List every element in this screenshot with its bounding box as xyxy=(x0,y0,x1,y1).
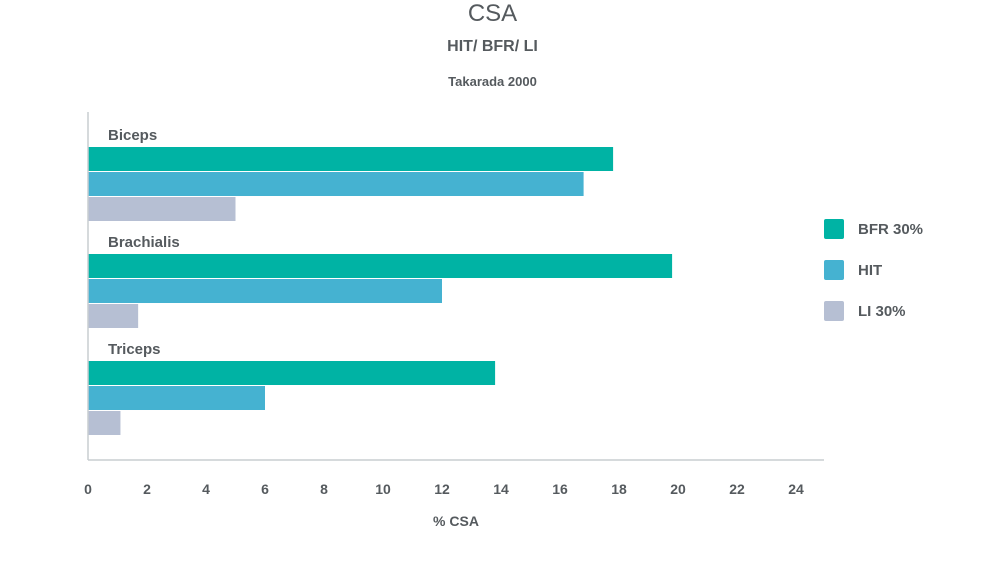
x-tick-label-20: 20 xyxy=(670,481,686,497)
bar-biceps-bfr-30 xyxy=(88,147,614,171)
legend-label-hit: HIT xyxy=(858,261,883,279)
x-tick-label-4: 4 xyxy=(202,481,210,497)
x-tick-label-22: 22 xyxy=(729,481,745,497)
category-label-brachialis: Brachialis xyxy=(108,234,180,251)
legend-item-hit: HIT xyxy=(824,260,923,280)
bar-biceps-hit xyxy=(88,172,584,196)
bar-brachialis-hit xyxy=(88,279,442,303)
category-label-triceps: Triceps xyxy=(108,341,161,358)
x-tick-label-6: 6 xyxy=(261,481,269,497)
category-labels: Biceps Brachialis Triceps xyxy=(108,127,180,358)
x-tick-label-16: 16 xyxy=(552,481,568,497)
x-tick-label-12: 12 xyxy=(434,481,450,497)
x-tick-label-10: 10 xyxy=(375,481,391,497)
chart-source-note: Takarada 2000 xyxy=(448,74,537,89)
legend-swatch-bfr xyxy=(824,219,844,239)
chart-legend: BFR 30% HIT LI 30% xyxy=(824,219,923,342)
legend-label-li: LI 30% xyxy=(858,302,906,320)
bar-triceps-li-30 xyxy=(88,411,121,435)
x-tick-label-18: 18 xyxy=(611,481,627,497)
legend-item-bfr: BFR 30% xyxy=(824,219,923,239)
x-tick-label-14: 14 xyxy=(493,481,509,497)
bar-brachialis-li-30 xyxy=(88,304,139,328)
bars-layer xyxy=(88,147,673,435)
x-tick-label-8: 8 xyxy=(320,481,328,497)
chart-subtitle: HIT/ BFR/ LI xyxy=(447,38,538,55)
legend-item-li: LI 30% xyxy=(824,301,923,321)
x-tick-labels: 0 2 4 6 8 10 12 14 16 18 20 22 24 xyxy=(84,481,804,497)
category-label-biceps: Biceps xyxy=(108,127,157,144)
x-tick-label-0: 0 xyxy=(84,481,92,497)
bar-triceps-bfr-30 xyxy=(88,361,496,385)
legend-label-bfr: BFR 30% xyxy=(858,220,924,238)
legend-swatch-li xyxy=(824,301,844,321)
x-axis-label: % CSA xyxy=(433,513,479,529)
bar-brachialis-bfr-30 xyxy=(88,254,673,278)
bar-triceps-hit xyxy=(88,386,265,410)
x-tick-label-24: 24 xyxy=(788,481,804,497)
chart-title: CSA xyxy=(467,0,518,27)
legend-swatch-hit xyxy=(824,260,844,280)
bar-biceps-li-30 xyxy=(88,197,236,221)
x-tick-label-2: 2 xyxy=(143,481,151,497)
